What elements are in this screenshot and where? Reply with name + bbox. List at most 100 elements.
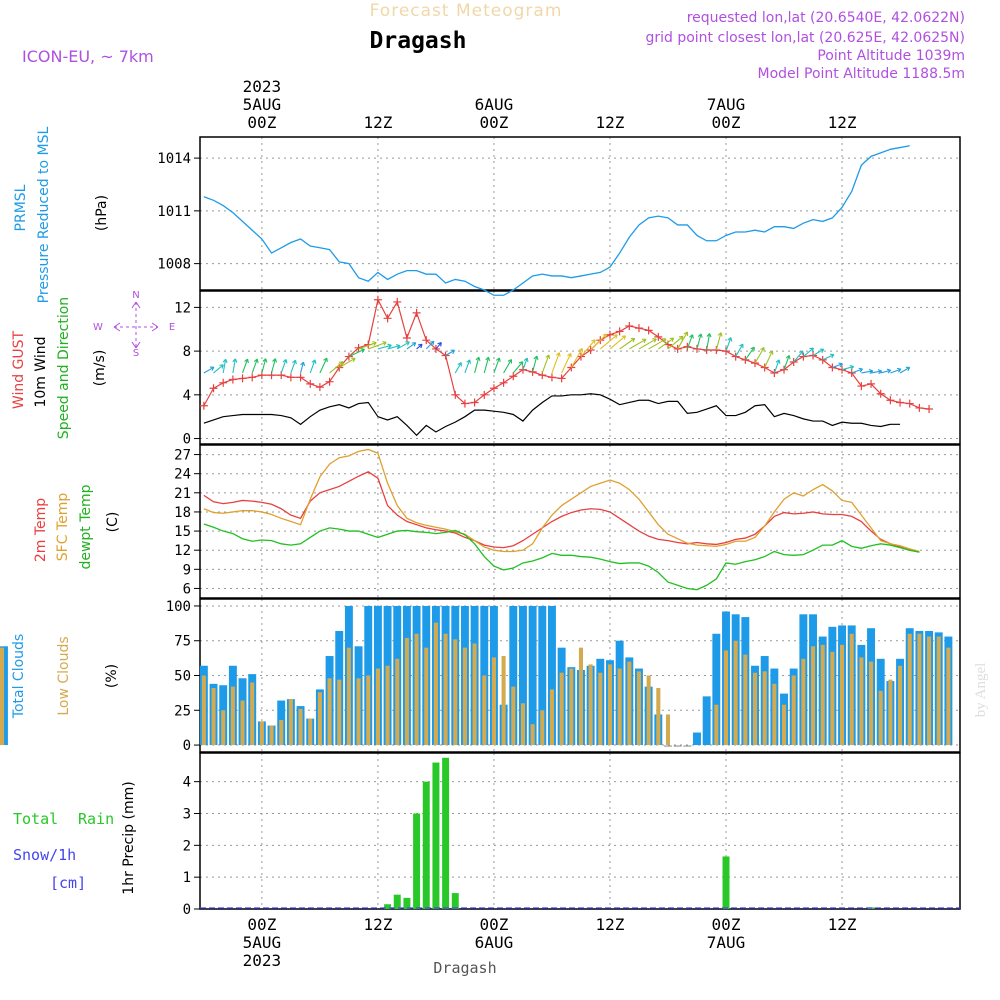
gust-marker <box>412 308 421 317</box>
rain-bar <box>451 893 459 909</box>
compass-icon: N S W E <box>93 290 175 359</box>
wind-arrow <box>686 334 694 350</box>
wind-arrow <box>435 341 442 350</box>
gust-marker <box>518 365 527 374</box>
low-cloud-bar <box>869 661 874 746</box>
gust-marker <box>393 297 402 306</box>
y-tick-label: 75 <box>174 634 191 650</box>
low-cloud-bar <box>308 718 313 746</box>
wind-arrow <box>658 337 675 350</box>
time-label-top: 00Z <box>247 113 276 132</box>
wind-arrow <box>290 359 297 374</box>
y-tick-label: 21 <box>174 486 191 502</box>
wind-10m-label: 10m Wind <box>33 336 49 407</box>
gust-marker <box>383 314 392 323</box>
gust-marker <box>915 403 924 412</box>
low-cloud-bar <box>781 704 787 746</box>
compass-s: S <box>133 348 139 359</box>
gust-marker <box>867 379 876 388</box>
low-cloud-bar <box>801 658 806 746</box>
pressure-line <box>203 145 910 296</box>
total-cloud-bar <box>518 605 527 746</box>
panel-frame <box>199 752 961 910</box>
time-label-bottom: 6AUG <box>475 933 514 952</box>
wind-arrow <box>783 354 791 370</box>
gridpoint-coords: grid point closest lon,lat (20.625E, 42.… <box>645 30 965 46</box>
low-cloud-bar <box>607 664 613 746</box>
panel-frame <box>199 290 961 445</box>
gust-marker <box>402 333 411 342</box>
low-cloud-bar <box>733 640 738 746</box>
rain-bar <box>442 757 450 909</box>
wind-arrow <box>416 343 423 350</box>
low-cloud-bar <box>598 672 603 746</box>
time-label-top: 7AUG <box>707 95 746 114</box>
low-cloud-bar <box>723 650 729 746</box>
wind-gust-label: Wind GUST <box>11 330 27 409</box>
wind-dir-label: Speed and Direction <box>56 297 72 439</box>
low-cloud-bar <box>221 710 226 746</box>
wind-arrow <box>261 358 268 374</box>
time-label-bottom: 00Z <box>479 915 508 934</box>
gust-marker <box>634 324 643 333</box>
low-cloud-bar <box>656 688 661 746</box>
low-cloud-bar <box>714 704 719 746</box>
wind-arrow <box>793 350 804 363</box>
low-cloud-bar <box>414 633 419 746</box>
gust-marker <box>470 398 479 407</box>
time-label-bottom: 12Z <box>363 915 392 934</box>
panel-wind: 0 4 8 12 <box>174 290 961 448</box>
low-cloud-bar <box>298 708 303 746</box>
low-cloud-bar <box>791 675 796 746</box>
wind-arrow <box>551 352 561 374</box>
gust-marker <box>238 374 247 383</box>
wind-arrow <box>580 339 596 357</box>
wind-arrow <box>629 338 647 350</box>
time-label-top: 6AUG <box>475 95 514 114</box>
low-cloud-bar <box>888 679 893 746</box>
low-cloud-bar <box>540 710 545 746</box>
wind-arrow <box>706 333 712 351</box>
rain-bar <box>722 856 730 909</box>
low-cloud-bar <box>482 675 487 746</box>
temp-unit: (C) <box>105 512 121 533</box>
wind-arrow <box>638 338 657 350</box>
gust-marker <box>828 363 837 372</box>
gust-marker <box>547 373 556 382</box>
gust-marker <box>896 398 905 407</box>
time-label-top: 00Z <box>479 113 508 132</box>
time-label-top: 12Z <box>828 113 857 132</box>
y-tick-label: 18 <box>174 505 191 521</box>
gust-marker <box>325 377 334 386</box>
wind-arrow <box>851 367 864 374</box>
low-cloud-bar <box>211 688 216 746</box>
low-cloud-bar <box>259 721 264 746</box>
model-altitude: Model Point Altitude 1188.5m <box>758 66 965 82</box>
y-tick-label: 12 <box>174 543 191 559</box>
plot-area: 1008101110140481269121518212427025507510… <box>0 77 961 970</box>
low-cloud-bar <box>279 720 284 746</box>
y-tick-label: 0 <box>183 738 191 754</box>
low-cloud-bar <box>424 647 429 746</box>
wind-arrow <box>338 357 356 368</box>
total-cloud-bar <box>693 732 701 746</box>
low-cloud-bar <box>752 672 758 746</box>
low-cloud-bar <box>840 644 845 746</box>
wind-arrow <box>425 340 435 350</box>
gust-marker <box>489 384 498 393</box>
wind-arrow <box>599 334 618 350</box>
y-tick-label: 24 <box>174 467 191 483</box>
wind-arrow <box>880 368 892 374</box>
dewpt-line <box>203 523 920 591</box>
wind-arrow <box>251 358 259 374</box>
time-label-bottom: 12Z <box>828 915 857 934</box>
wind-arrow <box>464 359 472 374</box>
dewpt-label: dewpt Temp <box>78 484 94 569</box>
total-cloud-bar <box>528 605 537 746</box>
y-tick-label: 2 <box>183 838 191 854</box>
wind-arrow <box>870 369 883 375</box>
time-label-bottom: 12Z <box>596 915 625 934</box>
total-cloud-bar <box>547 605 556 746</box>
low-cloud-bar <box>240 700 245 746</box>
model-name: ICON-EU, ~ 7km <box>22 47 154 66</box>
